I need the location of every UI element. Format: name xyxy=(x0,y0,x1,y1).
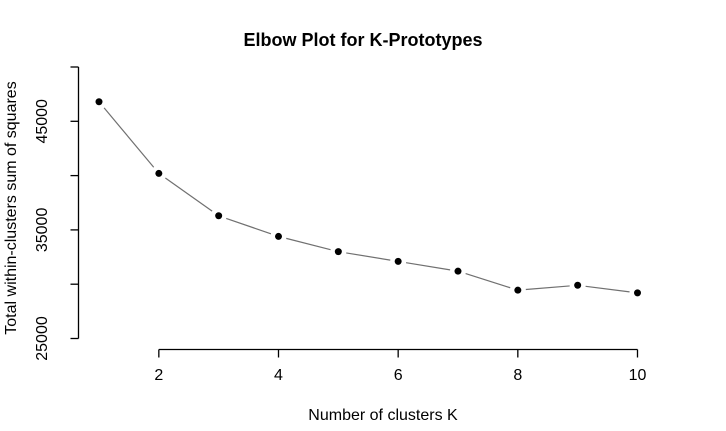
x-axis-label: Number of clusters K xyxy=(308,407,458,424)
series-segment xyxy=(525,285,570,291)
series-segment xyxy=(405,262,451,271)
series-segment xyxy=(286,237,331,251)
series-segment xyxy=(226,217,272,235)
series-segment xyxy=(465,273,511,289)
y-tick-label: 45000 xyxy=(34,99,51,144)
y-tick-label: 25000 xyxy=(34,316,51,361)
data-point xyxy=(274,232,282,240)
x-tick-label: 4 xyxy=(274,367,283,384)
series-segment xyxy=(585,285,630,293)
x-tick-label: 6 xyxy=(394,367,403,384)
data-point xyxy=(394,257,402,265)
data-point xyxy=(454,267,462,275)
data-point xyxy=(215,212,223,220)
data-point xyxy=(95,98,103,106)
x-tick-label: 8 xyxy=(513,367,522,384)
x-tick-label: 2 xyxy=(154,367,163,384)
series-segment xyxy=(103,107,155,168)
series-segment xyxy=(165,177,213,212)
chart-title: Elbow Plot for K-Prototypes xyxy=(243,30,483,50)
x-tick-label: 10 xyxy=(629,367,647,384)
data-point xyxy=(633,289,641,297)
data-point xyxy=(334,248,342,256)
data-point xyxy=(155,169,163,177)
y-tick-label: 35000 xyxy=(34,208,51,253)
data-point xyxy=(514,286,522,294)
series-segment xyxy=(346,252,391,261)
data-point xyxy=(574,281,582,289)
